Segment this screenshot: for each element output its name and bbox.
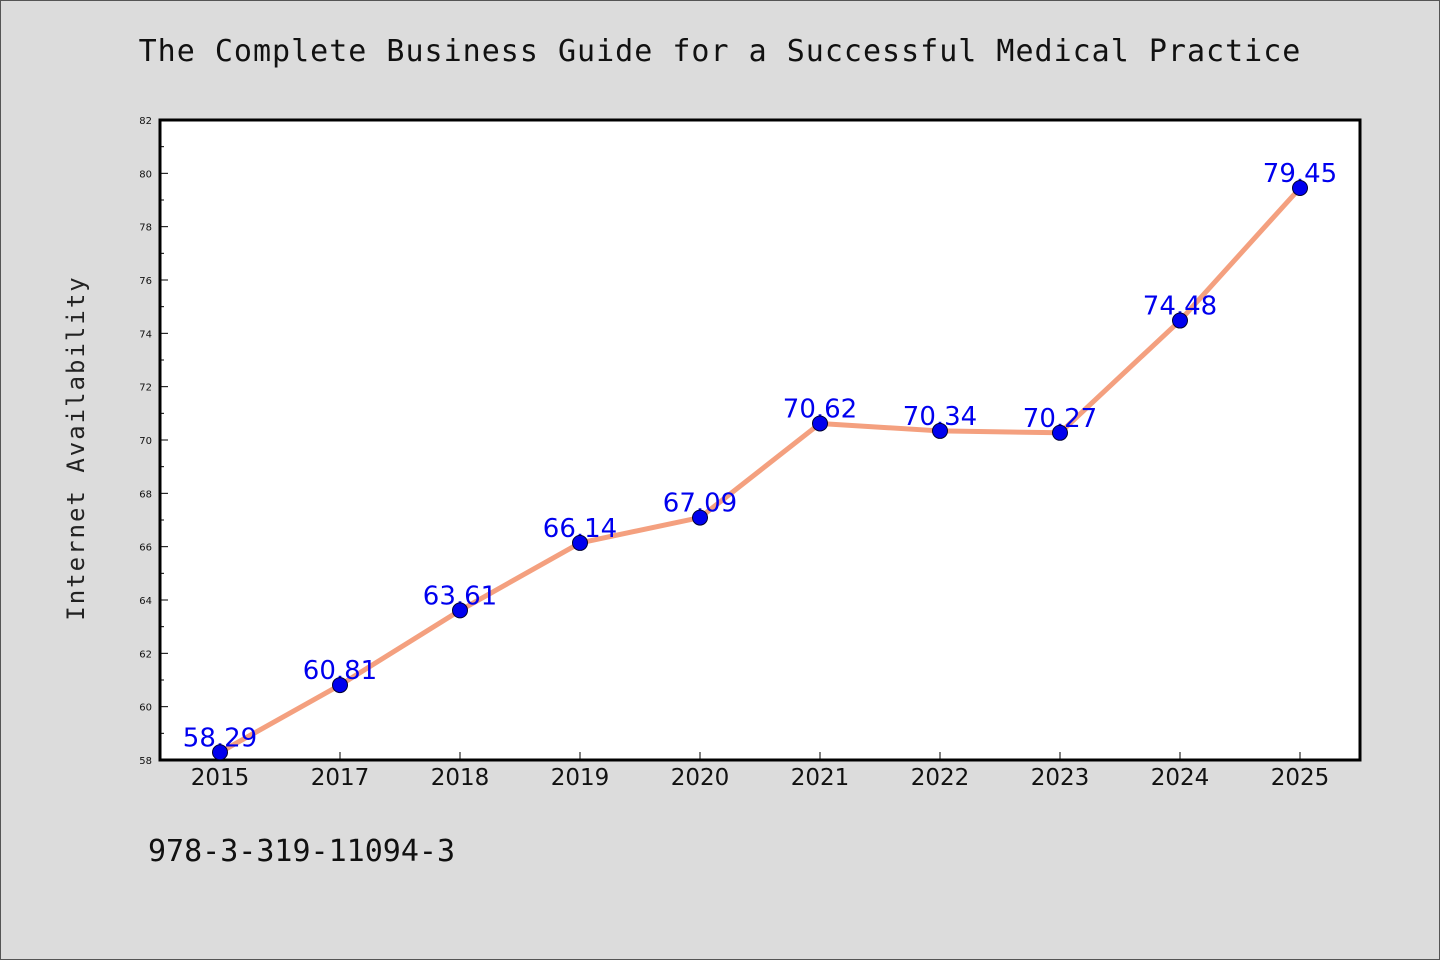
data-point xyxy=(692,509,708,526)
data-point xyxy=(1172,312,1188,329)
y-axis: 58 60 62 64 66 68 70 72 74 76 78 80 82 xyxy=(139,116,168,767)
data-point xyxy=(212,744,228,761)
x-axis: 2015 2017 2018 2019 2020 2021 2022 2023 2024 2025 xyxy=(191,752,1330,791)
y-tick-label: 66 xyxy=(139,543,152,554)
data-point xyxy=(1052,424,1068,441)
y-tick-label: 68 xyxy=(139,489,152,500)
x-tick-label: 2019 xyxy=(551,765,610,791)
y-tick-label: 74 xyxy=(139,329,152,340)
x-tick-label: 2015 xyxy=(191,765,250,791)
chart-title: The Complete Business Guide for a Succes… xyxy=(138,34,1302,69)
data-point xyxy=(572,534,588,551)
series-line xyxy=(217,185,1303,755)
series-line-group xyxy=(217,185,1303,755)
y-tick-label: 78 xyxy=(139,223,152,234)
y-tick-label: 76 xyxy=(139,276,152,287)
marker-group xyxy=(212,180,1308,761)
data-point xyxy=(932,422,948,439)
x-tick-label: 2022 xyxy=(911,765,970,791)
y-tick-label: 72 xyxy=(139,383,152,394)
y-tick-label: 70 xyxy=(139,436,152,447)
isbn-text: 978-3-319-11094-3 xyxy=(148,834,456,869)
y-tick-label: 58 xyxy=(139,756,152,767)
x-tick-label: 2024 xyxy=(1151,765,1210,791)
y-tick-label: 82 xyxy=(139,116,152,127)
y-tick-label: 64 xyxy=(139,596,152,607)
x-tick-label: 2020 xyxy=(671,765,730,791)
x-tick-label: 2017 xyxy=(311,765,370,791)
y-tick-label: 80 xyxy=(139,169,152,180)
y-axis-label: Internet Availability xyxy=(62,275,90,620)
y-tick-label: 62 xyxy=(139,649,152,660)
data-point xyxy=(1292,180,1308,196)
plot-area xyxy=(158,118,1362,762)
y-tick-label: 60 xyxy=(139,703,152,714)
data-point xyxy=(812,415,828,432)
data-point xyxy=(452,602,468,619)
x-tick-label: 2021 xyxy=(791,765,850,791)
x-tick-label: 2025 xyxy=(1271,765,1330,791)
x-tick-label: 2018 xyxy=(431,765,490,791)
data-point xyxy=(332,677,348,694)
x-tick-label: 2023 xyxy=(1031,765,1090,791)
